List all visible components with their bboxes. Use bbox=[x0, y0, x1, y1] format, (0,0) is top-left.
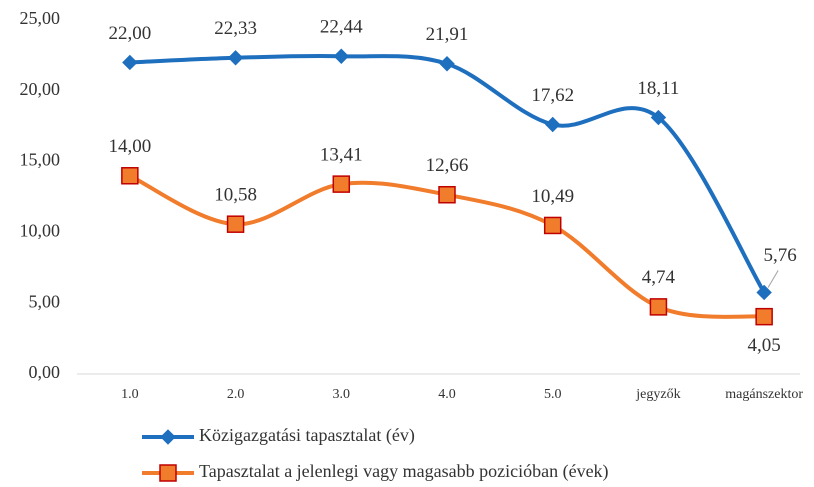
data-label: 5,76 bbox=[764, 245, 797, 266]
data-label: 17,62 bbox=[531, 85, 574, 106]
data-point bbox=[756, 284, 772, 301]
data-label: 10,58 bbox=[214, 185, 257, 206]
data-label: 4,74 bbox=[642, 267, 676, 288]
leader-line bbox=[767, 270, 779, 288]
data-label: 21,91 bbox=[426, 24, 469, 45]
data-point bbox=[650, 109, 667, 126]
legend-marker bbox=[160, 429, 176, 445]
data-point bbox=[332, 175, 351, 193]
data-label: 22,00 bbox=[108, 23, 151, 44]
y-tick-label: 20,00 bbox=[20, 79, 61, 99]
data-label: 22,33 bbox=[214, 18, 257, 39]
data-label: 18,11 bbox=[637, 78, 679, 99]
legend-label: Közigazgatási tapasztalat (év) bbox=[199, 425, 415, 446]
x-tick-label: 1.0 bbox=[121, 387, 139, 402]
y-tick-label: 10,00 bbox=[20, 221, 61, 241]
data-label: 22,44 bbox=[320, 17, 363, 38]
data-point bbox=[439, 56, 455, 72]
data-label: 14,00 bbox=[108, 136, 151, 157]
data-point bbox=[333, 48, 349, 64]
data-point bbox=[227, 50, 244, 66]
data-point bbox=[438, 185, 456, 204]
x-tick-label: 4.0 bbox=[438, 387, 456, 402]
x-tick-label: magánszektor bbox=[725, 387, 803, 402]
data-label: 10,49 bbox=[531, 186, 574, 207]
data-point bbox=[545, 116, 561, 133]
x-tick-label: 5.0 bbox=[544, 387, 562, 402]
x-tick-label: jegyzők bbox=[635, 387, 680, 402]
data-point bbox=[121, 167, 139, 185]
legend-label: Tapasztalat a jelenlegi vagy magasabb po… bbox=[199, 461, 609, 482]
y-tick-label: 0,00 bbox=[29, 362, 61, 382]
x-tick-label: 3.0 bbox=[333, 387, 351, 402]
data-point bbox=[543, 216, 562, 235]
data-label: 12,66 bbox=[426, 155, 469, 176]
legend-marker bbox=[159, 464, 177, 482]
data-point bbox=[122, 54, 138, 71]
data-point bbox=[226, 215, 245, 233]
data-label: 4,05 bbox=[748, 335, 781, 356]
y-tick-label: 5,00 bbox=[29, 291, 61, 311]
x-tick-label: 2.0 bbox=[227, 387, 245, 402]
data-point bbox=[649, 298, 668, 316]
data-label: 13,41 bbox=[320, 144, 363, 165]
y-tick-label: 15,00 bbox=[20, 150, 61, 170]
y-tick-label: 25,00 bbox=[20, 8, 61, 28]
data-point bbox=[755, 307, 773, 326]
